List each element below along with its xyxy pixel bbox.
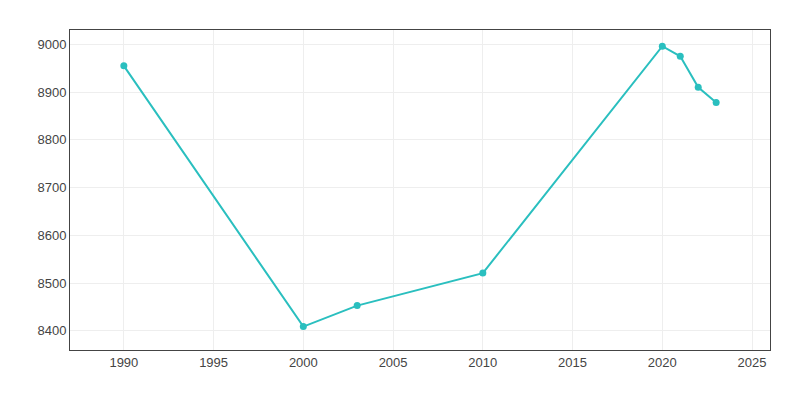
svg-text:2010: 2010 — [468, 355, 497, 370]
svg-text:8500: 8500 — [37, 276, 66, 291]
svg-text:9000: 9000 — [37, 37, 66, 52]
svg-text:2015: 2015 — [558, 355, 587, 370]
svg-text:8600: 8600 — [37, 228, 66, 243]
svg-text:2020: 2020 — [648, 355, 677, 370]
svg-text:2000: 2000 — [289, 355, 318, 370]
svg-text:2025: 2025 — [738, 355, 767, 370]
svg-text:2005: 2005 — [379, 355, 408, 370]
svg-text:8800: 8800 — [37, 132, 66, 147]
svg-text:1995: 1995 — [199, 355, 228, 370]
svg-text:1990: 1990 — [109, 355, 138, 370]
svg-text:8400: 8400 — [37, 323, 66, 338]
svg-text:8700: 8700 — [37, 180, 66, 195]
svg-text:8900: 8900 — [37, 85, 66, 100]
